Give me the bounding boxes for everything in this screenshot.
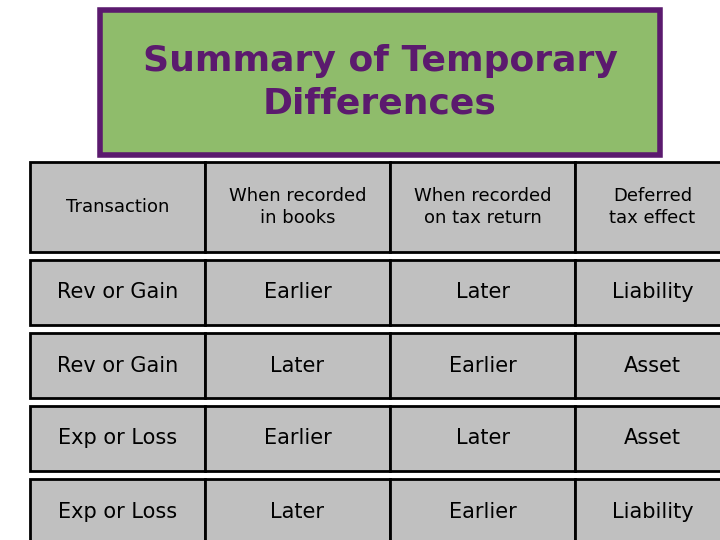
FancyBboxPatch shape: [30, 162, 205, 252]
Text: When recorded
on tax return: When recorded on tax return: [414, 187, 552, 227]
FancyBboxPatch shape: [575, 333, 720, 398]
FancyBboxPatch shape: [205, 162, 390, 252]
Text: Later: Later: [456, 429, 510, 449]
FancyBboxPatch shape: [575, 406, 720, 471]
FancyBboxPatch shape: [575, 162, 720, 252]
FancyBboxPatch shape: [390, 406, 575, 471]
Text: Later: Later: [271, 355, 325, 375]
Text: Rev or Gain: Rev or Gain: [57, 355, 178, 375]
Text: Rev or Gain: Rev or Gain: [57, 282, 178, 302]
FancyBboxPatch shape: [390, 479, 575, 540]
Text: Asset: Asset: [624, 429, 681, 449]
Text: Earlier: Earlier: [449, 355, 516, 375]
Text: Earlier: Earlier: [264, 282, 331, 302]
FancyBboxPatch shape: [575, 260, 720, 325]
Text: Liability: Liability: [612, 502, 693, 522]
Text: Liability: Liability: [612, 282, 693, 302]
Text: Deferred
tax effect: Deferred tax effect: [609, 187, 696, 227]
Text: Summary of Temporary
Differences: Summary of Temporary Differences: [143, 44, 618, 120]
FancyBboxPatch shape: [205, 260, 390, 325]
Text: Transaction: Transaction: [66, 198, 169, 216]
Text: Earlier: Earlier: [449, 502, 516, 522]
Text: When recorded
in books: When recorded in books: [229, 187, 366, 227]
FancyBboxPatch shape: [30, 479, 205, 540]
Text: Exp or Loss: Exp or Loss: [58, 502, 177, 522]
Text: Later: Later: [271, 502, 325, 522]
Text: Earlier: Earlier: [264, 429, 331, 449]
FancyBboxPatch shape: [575, 479, 720, 540]
Text: Asset: Asset: [624, 355, 681, 375]
FancyBboxPatch shape: [30, 333, 205, 398]
FancyBboxPatch shape: [30, 406, 205, 471]
FancyBboxPatch shape: [205, 406, 390, 471]
FancyBboxPatch shape: [205, 333, 390, 398]
FancyBboxPatch shape: [100, 10, 660, 155]
FancyBboxPatch shape: [205, 479, 390, 540]
FancyBboxPatch shape: [390, 260, 575, 325]
FancyBboxPatch shape: [390, 333, 575, 398]
Text: Later: Later: [456, 282, 510, 302]
FancyBboxPatch shape: [390, 162, 575, 252]
Text: Exp or Loss: Exp or Loss: [58, 429, 177, 449]
FancyBboxPatch shape: [30, 260, 205, 325]
